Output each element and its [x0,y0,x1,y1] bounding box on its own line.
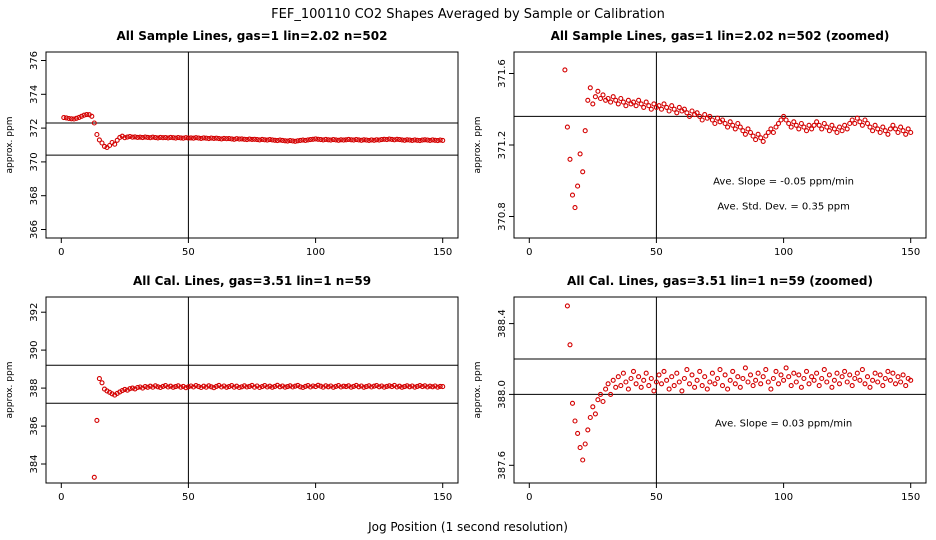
svg-text:388: 388 [29,379,40,398]
axes: 0 50 100 150 384 386 388 390 392 [29,296,459,503]
y-axis-label: approx. ppm [5,117,15,174]
svg-text:150: 150 [901,492,920,503]
svg-text:386: 386 [29,417,40,436]
axes: 0 50 100 150 387.6 388.0 388.4 [497,296,927,503]
svg-text:370: 370 [29,152,40,171]
panel-sample-zoomed: 0 50 100 150 370.8 371.2 371.6 Ave. Slope = -0.… [468,26,936,271]
svg-text:370.8: 370.8 [497,202,508,231]
svg-text:0: 0 [58,247,64,258]
svg-text:150: 150 [901,247,920,258]
panel-title: All Cal. Lines, gas=3.51 lin=1 n=59 [133,274,371,288]
main-title: FEF_100110 CO2 Shapes Averaged by Sample… [271,7,665,22]
svg-text:376: 376 [29,51,40,70]
svg-text:100: 100 [306,492,325,503]
svg-text:100: 100 [306,247,325,258]
panel-sample-full: 0 50 100 150 366 368 370 372 374 376 All Sample Li… [0,26,468,271]
cal-zoomed-chart: 0 50 100 150 387.6 388.0 388.4 Ave. Slope = 0.0… [473,274,927,503]
y-axis-label: approx. ppm [473,117,483,174]
panel-title: All Sample Lines, gas=1 lin=2.02 n=502 (… [551,29,890,43]
reference-lines [514,297,926,483]
svg-text:50: 50 [182,247,195,258]
panel-cal-zoomed: 0 50 100 150 387.6 388.0 388.4 Ave. Slope = 0.0… [468,271,936,516]
svg-text:372: 372 [29,119,40,138]
y-axis-label: approx. ppm [5,362,15,419]
panel-title: All Cal. Lines, gas=3.51 lin=1 n=59 (zoo… [567,274,873,288]
sample-full-chart: 0 50 100 150 366 368 370 372 374 376 All Sample Li… [5,29,459,258]
svg-text:366: 366 [29,220,40,239]
svg-text:150: 150 [433,247,452,258]
svg-text:384: 384 [29,454,40,473]
axes: 0 50 100 150 370.8 371.2 371.6 [497,51,927,258]
data-points [562,67,914,211]
reference-lines [46,297,458,483]
x-axis-label: Jog Position (1 second resolution) [368,520,568,534]
svg-text:368: 368 [29,186,40,205]
svg-text:0: 0 [526,492,532,503]
data-points [61,112,446,151]
svg-text:392: 392 [29,303,40,322]
y-axis-label: approx. ppm [473,362,483,419]
svg-text:388.0: 388.0 [497,380,508,409]
svg-text:0: 0 [58,492,64,503]
svg-text:Ave. Std. Dev. = 0.35 ppm: Ave. Std. Dev. = 0.35 ppm [717,201,849,212]
data-points [91,376,446,480]
sample-zoomed-chart: 0 50 100 150 370.8 371.2 371.6 Ave. Slope = -0.… [473,29,927,258]
cal-full-chart: 0 50 100 150 384 386 388 390 392 All Cal. Lines, … [5,274,459,503]
svg-text:50: 50 [182,492,195,503]
data-points [564,303,914,463]
svg-text:50: 50 [650,247,663,258]
annotations: Ave. Slope = 0.03 ppm/min [715,418,852,429]
plot-grid: 0 50 100 150 366 368 370 372 374 376 All Sample Li… [0,26,936,516]
svg-text:Ave. Slope = 0.03 ppm/min: Ave. Slope = 0.03 ppm/min [715,418,852,429]
svg-text:388.4: 388.4 [497,309,508,338]
svg-text:371.6: 371.6 [497,59,508,88]
svg-text:371.2: 371.2 [497,131,508,160]
axes: 0 50 100 150 366 368 370 372 374 376 [29,51,459,258]
panel-cal-full: 0 50 100 150 384 386 388 390 392 All Cal. Lines, … [0,271,468,516]
svg-text:390: 390 [29,341,40,360]
svg-text:50: 50 [650,492,663,503]
svg-text:387.6: 387.6 [497,451,508,480]
svg-text:374: 374 [29,85,40,104]
svg-text:100: 100 [774,492,793,503]
svg-text:150: 150 [433,492,452,503]
svg-text:100: 100 [774,247,793,258]
svg-text:Ave. Slope = -0.05 ppm/min: Ave. Slope = -0.05 ppm/min [713,176,854,187]
annotations: Ave. Slope = -0.05 ppm/min Ave. Std. Dev.… [713,176,854,212]
svg-text:0: 0 [526,247,532,258]
panel-title: All Sample Lines, gas=1 lin=2.02 n=502 [117,29,388,43]
reference-lines [46,52,458,238]
